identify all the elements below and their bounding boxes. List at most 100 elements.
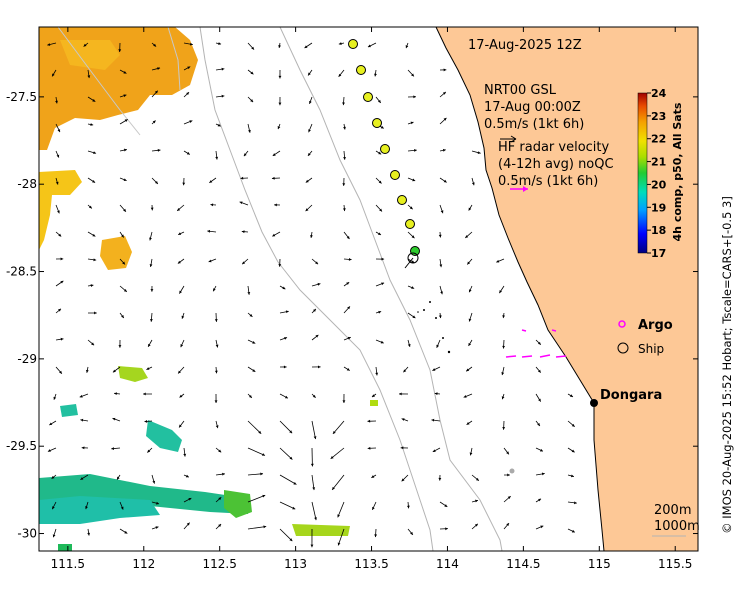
current-arrow-head [400, 446, 404, 450]
current-arrow-head [506, 523, 510, 527]
current-arrow-head [440, 291, 443, 295]
nrt-legend-line1: NRT00 GSL [484, 83, 557, 98]
colorbar-tick-label: 21 [651, 156, 666, 169]
current-arrow-head [213, 288, 216, 292]
current-arrow-head [317, 365, 321, 369]
current-arrow-head [538, 398, 541, 402]
current-arrow-head [47, 449, 51, 452]
current-arrow-head [149, 237, 152, 241]
x-tick-label: 114 [436, 557, 459, 571]
current-arrow-head [502, 315, 506, 319]
current-arrow-head [261, 453, 265, 456]
current-arrow [332, 420, 345, 435]
current-arrow-head [471, 182, 475, 186]
current-arrow-head [438, 315, 442, 319]
current-arrow-head [401, 418, 405, 421]
sst-patch-dot-b [58, 544, 72, 551]
current-arrow-head [52, 73, 55, 77]
current-arrow-head [121, 234, 124, 238]
current-arrow-head [342, 183, 346, 186]
current-arrow-head [405, 45, 409, 49]
current-arrow-head [92, 179, 96, 183]
current-arrow [337, 501, 345, 518]
sst-patch-teal-b [146, 420, 182, 452]
current-arrow-head [150, 207, 154, 211]
current-arrow-head [507, 496, 511, 499]
current-arrow-head [250, 71, 254, 75]
current-arrow-head [123, 208, 126, 212]
current-arrow-head [477, 151, 481, 155]
current-arrow-head [207, 229, 211, 233]
dongara-marker-icon [590, 399, 598, 407]
current-arrow-head [177, 260, 181, 264]
current-arrow [247, 420, 262, 434]
current-arrow-head [293, 481, 297, 485]
isobath-200m [279, 27, 503, 551]
hf-scale-arrow-head [523, 186, 528, 192]
colorbar-title: 4h comp, p50, All Sats [671, 102, 684, 241]
current-arrow-head [58, 308, 61, 312]
current-arrow-head [305, 208, 309, 212]
current-arrow-head [466, 422, 470, 425]
current-arrow-head [401, 478, 405, 482]
current-arrow-head [443, 68, 447, 72]
current-arrow-head [271, 176, 275, 180]
current-arrow-head [310, 544, 314, 548]
current-arrow-head [91, 342, 95, 346]
current-arrow-head [499, 290, 502, 294]
current-arrow-head [440, 210, 444, 214]
current-arrow-head [277, 126, 281, 130]
current-arrow-head [379, 208, 383, 212]
current-arrow [247, 526, 267, 530]
current-arrow-head [289, 456, 293, 460]
current-arrow-head [445, 527, 448, 531]
current-arrow-head [332, 486, 335, 490]
current-arrow-head [292, 506, 296, 510]
current-arrow-head [189, 120, 193, 123]
current-arrow-head [218, 524, 222, 527]
nrt-scale-arrow-head [510, 135, 517, 143]
sst-patch-dot-a [370, 400, 378, 406]
current-arrow-head [57, 129, 61, 133]
current-arrow-head [155, 181, 158, 184]
current-arrow-head [208, 259, 212, 263]
current-arrow-head [442, 148, 446, 152]
current-arrow-head [189, 42, 193, 46]
current-arrow-head [88, 205, 92, 209]
current-arrow [330, 447, 345, 460]
current-arrow-head [574, 501, 577, 505]
current-arrow-head [221, 67, 225, 71]
current-arrow-head [179, 290, 182, 294]
current-arrow-head [214, 319, 218, 322]
current-arrow-head [49, 422, 53, 426]
current-arrow-head [214, 370, 218, 374]
current-arrow-head [284, 336, 288, 340]
current-arrow-head [315, 261, 319, 265]
current-arrow-head [469, 452, 473, 456]
current-arrow-head [112, 417, 116, 421]
current-arrow-head [251, 46, 255, 50]
current-arrow-head [337, 542, 341, 546]
grey-marker [509, 468, 515, 474]
current-arrow-head [432, 449, 436, 452]
current-arrow-head [413, 95, 417, 99]
current-arrow-head [188, 498, 192, 501]
current-arrow-head [57, 210, 60, 214]
current-arrow-head [283, 365, 287, 369]
current-arrow-head [87, 532, 91, 536]
current-arrow-head [92, 233, 96, 237]
coastline [435, 27, 605, 551]
current-arrow-head [147, 449, 151, 453]
hf-legend-line2: (4-12h avg) noQC [498, 157, 614, 172]
current-arrow-head [262, 494, 266, 498]
plot-frame [38, 26, 699, 552]
current-arrow-head [221, 94, 225, 98]
current-arrow-head [347, 306, 350, 310]
current-arrow-head [371, 475, 375, 478]
current-arrow-head [123, 148, 127, 152]
current-arrow [331, 474, 345, 491]
argo-label: Argo [638, 318, 673, 333]
current-arrow-head [156, 501, 160, 505]
current-arrow-head [367, 446, 371, 450]
current-arrow-head [258, 430, 262, 434]
